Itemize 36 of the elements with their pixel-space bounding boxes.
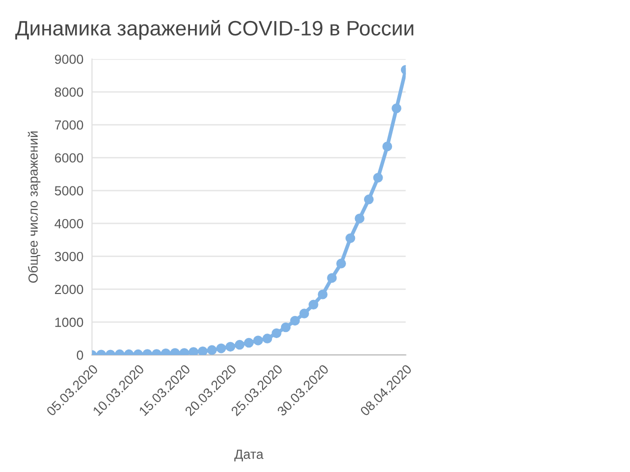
point — [336, 258, 346, 268]
point — [198, 346, 208, 355]
point — [216, 344, 226, 354]
point — [253, 336, 263, 346]
point — [280, 322, 291, 332]
point — [382, 142, 392, 152]
y-tick-label: 3000 — [54, 252, 84, 262]
y-tick-label: 4000 — [54, 218, 84, 228]
y-tick-label: 6000 — [54, 153, 84, 163]
point — [299, 308, 310, 318]
point — [234, 340, 244, 350]
point — [327, 273, 337, 283]
point — [244, 338, 254, 348]
y-tick-label: 1000 — [55, 318, 84, 327]
y-tick-label: 7000 — [54, 120, 84, 130]
point — [345, 233, 356, 244]
y-tick-label: 5000 — [54, 186, 84, 196]
point — [290, 316, 300, 326]
point — [308, 300, 318, 310]
y-axis-title: Общее число заражений — [28, 131, 40, 283]
point — [188, 347, 198, 355]
y-tick-label: 0 — [76, 350, 84, 360]
y-tick-label: 9000 — [54, 54, 84, 64]
y-tick-label: 8000 — [54, 87, 84, 97]
point — [226, 342, 236, 352]
point — [272, 328, 282, 338]
x-axis-title: Дата — [234, 450, 264, 462]
point — [392, 103, 402, 114]
point — [373, 172, 383, 183]
point — [318, 290, 328, 300]
point — [207, 345, 217, 355]
point — [364, 194, 374, 204]
chart-title: Динамика заражений COVID-19 в России — [15, 20, 414, 40]
point — [262, 334, 272, 344]
y-tick-label: 2000 — [54, 284, 84, 294]
point — [354, 214, 364, 224]
